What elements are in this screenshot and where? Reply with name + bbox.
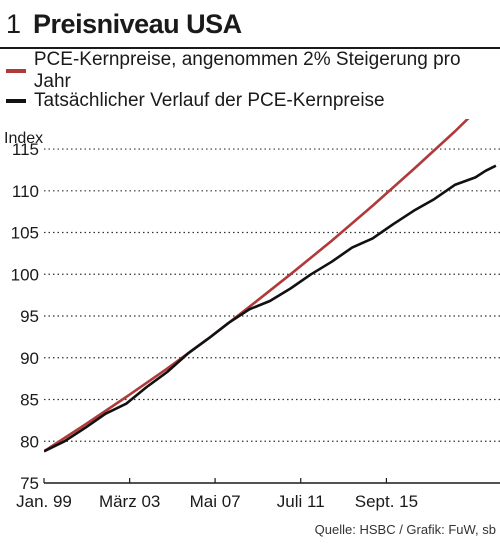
figure-number: 1	[6, 8, 22, 39]
y-tick-label: 100	[11, 265, 39, 284]
grid	[44, 148, 500, 442]
title-row: 1 Preisniveau USA	[6, 4, 242, 44]
legend-item-actual: Tatsächlicher Verlauf der PCE-Kernpreise	[6, 86, 500, 116]
x-tick-label: März 03	[99, 492, 160, 511]
legend-swatch-actual	[6, 99, 26, 103]
x-tick-label: Juli 11	[277, 492, 325, 511]
y-axis: 75 80 85 90 95 100 105 110 115	[11, 140, 39, 493]
y-axis-label: Index	[4, 130, 43, 147]
legend: PCE-Kernpreise, angenommen 2% Steigerung…	[6, 49, 500, 116]
source-note: Quelle: HSBC / Grafik: FuW, sb	[314, 522, 496, 537]
x-axis: Jan. 99 März 03 Mai 07 Juli 11 Sept. 15	[16, 478, 500, 511]
legend-label-trend: PCE-Kernpreise, angenommen 2% Steigerung…	[33, 49, 461, 92]
y-tick-label: 80	[20, 432, 39, 451]
y-tick-label: 115	[12, 140, 39, 159]
y-tick-label: 75	[20, 474, 39, 493]
y-tick-label: 85	[20, 391, 39, 410]
legend-label-actual: Tatsächlicher Verlauf der PCE-Kernpreise	[34, 90, 385, 111]
y-tick-label: 110	[12, 182, 39, 201]
legend-item-trend: PCE-Kernpreise, angenommen 2% Steigerung…	[6, 49, 500, 92]
series-line-trend	[44, 119, 470, 453]
series-line-actual	[44, 164, 497, 453]
y-tick-label: 90	[20, 349, 39, 368]
x-tick-label: Jan. 99	[16, 492, 72, 511]
legend-swatch-trend	[6, 69, 26, 73]
x-tick-label: Sept. 15	[355, 492, 418, 511]
series-lines	[44, 119, 497, 453]
title-rule	[0, 47, 500, 49]
chart-title: Preisniveau USA	[33, 8, 242, 39]
y-tick-label: 105	[11, 224, 39, 243]
y-tick-label: 95	[20, 307, 39, 326]
x-tick-label: Mai 07	[190, 492, 241, 511]
